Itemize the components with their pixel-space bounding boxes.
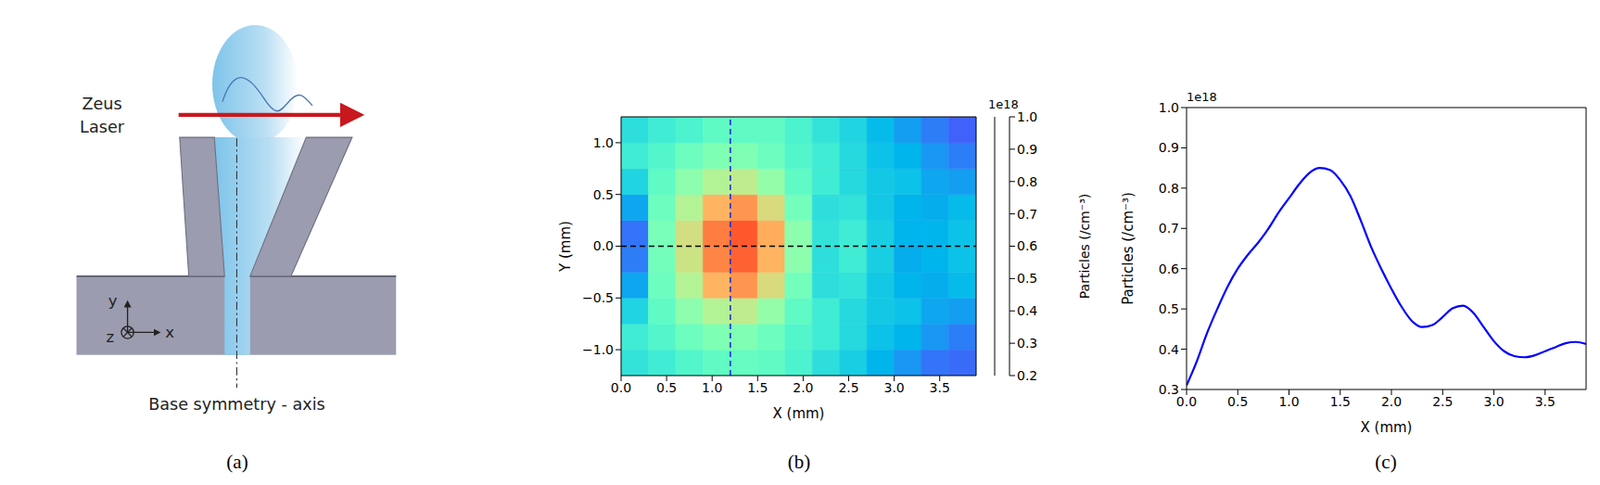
- svg-text:1.5: 1.5: [747, 380, 768, 395]
- svg-text:x: x: [165, 323, 175, 342]
- svg-text:3.5: 3.5: [1535, 393, 1556, 409]
- html-text:(b): (b): [787, 450, 811, 473]
- svg-text:3.0: 3.0: [883, 380, 904, 395]
- svg-text:0.4: 0.4: [1016, 303, 1038, 318]
- svg-text:0.0: 0.0: [1176, 393, 1197, 409]
- svg-text:0.6: 0.6: [1016, 238, 1038, 254]
- svg-text:0.0: 0.0: [593, 238, 614, 254]
- svg-text:0.0: 0.0: [610, 380, 632, 395]
- svg-text:2.0: 2.0: [792, 380, 813, 395]
- svg-text:y: y: [108, 292, 118, 310]
- svg-text:Laser: Laser: [79, 117, 126, 137]
- svg-text:0.5: 0.5: [1227, 393, 1248, 409]
- svg-text:Particles (/cm⁻³): Particles (/cm⁻³): [1077, 193, 1093, 299]
- svg-text:0.8: 0.8: [1158, 180, 1180, 196]
- svg-text:0.6: 0.6: [1158, 261, 1180, 277]
- svg-text:1.0: 1.0: [1016, 109, 1038, 125]
- html-text:1e18: 1e18: [1186, 89, 1217, 104]
- svg-text:0.3: 0.3: [1016, 335, 1038, 351]
- svg-text:0.2: 0.2: [1016, 368, 1038, 383]
- svg-text:1.0: 1.0: [1278, 393, 1299, 409]
- svg-text:1.5: 1.5: [1330, 393, 1351, 409]
- svg-text:−1.0: −1.0: [582, 342, 614, 357]
- svg-text:Particles (/cm⁻³): Particles (/cm⁻³): [1119, 191, 1137, 305]
- svg-text:0.5: 0.5: [656, 380, 677, 395]
- svg-text:X (mm): X (mm): [1360, 419, 1413, 436]
- svg-text:0.9: 0.9: [1016, 141, 1038, 157]
- svg-text:3.0: 3.0: [1483, 393, 1504, 409]
- svg-text:0.5: 0.5: [1016, 270, 1038, 286]
- html-text:1e18: 1e18: [988, 97, 1019, 112]
- svg-text:X (mm): X (mm): [773, 405, 826, 422]
- svg-text:2.5: 2.5: [838, 380, 859, 395]
- svg-text:0.8: 0.8: [1016, 174, 1038, 190]
- svg-text:0.9: 0.9: [1158, 139, 1180, 155]
- svg-text:0.4: 0.4: [1158, 342, 1180, 357]
- svg-text:2.5: 2.5: [1432, 393, 1453, 409]
- svg-text:0.7: 0.7: [1016, 206, 1038, 222]
- html-text:(a): (a): [226, 450, 249, 473]
- svg-text:z: z: [105, 328, 115, 346]
- svg-text:Zeus: Zeus: [81, 94, 122, 114]
- svg-text:3.5: 3.5: [929, 380, 951, 395]
- svg-text:0.5: 0.5: [1158, 301, 1180, 317]
- svg-text:0.3: 0.3: [1158, 381, 1180, 397]
- svg-text:−0.5: −0.5: [582, 290, 614, 305]
- svg-text:0.7: 0.7: [1158, 220, 1180, 236]
- html-text:(c): (c): [1375, 450, 1397, 473]
- svg-text:2.0: 2.0: [1381, 393, 1402, 409]
- svg-text:Y (mm): Y (mm): [557, 220, 574, 273]
- svg-text:0.5: 0.5: [593, 187, 614, 203]
- svg-text:1.0: 1.0: [593, 135, 614, 151]
- svg-text:Base symmetry - axis: Base symmetry - axis: [148, 394, 326, 414]
- svg-text:1.0: 1.0: [1158, 100, 1180, 115]
- svg-text:1.0: 1.0: [701, 380, 723, 395]
